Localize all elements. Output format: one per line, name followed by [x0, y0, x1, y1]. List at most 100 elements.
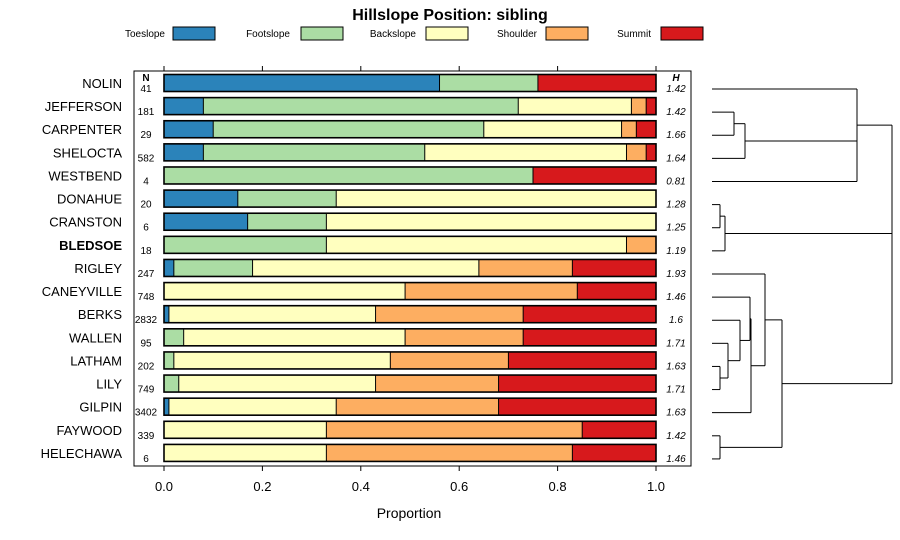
- row-faywood: FAYWOOD 339 1.42: [57, 420, 686, 442]
- soil-label: BERKS: [78, 307, 122, 322]
- n-value: 748: [138, 292, 155, 303]
- n-value: 20: [140, 200, 152, 211]
- n-value: 3402: [135, 408, 158, 419]
- soil-label: BLEDSOE: [59, 238, 122, 253]
- soil-label: NOLIN: [82, 76, 122, 91]
- row-gilpin: GILPIN 3402 1.63: [79, 397, 686, 419]
- x-tick-label: 0.8: [549, 479, 567, 494]
- bar-outline: [163, 304, 657, 324]
- n-value: 339: [138, 431, 155, 442]
- dendrogram: [712, 88, 893, 460]
- legend-label-toeslope: Toeslope: [125, 29, 165, 40]
- soil-label: RIGLEY: [74, 261, 122, 276]
- bar-segment-backslope: [424, 143, 627, 161]
- h-value: 1.19: [666, 246, 686, 257]
- bar-outline: [163, 235, 657, 255]
- bar-outline: [163, 374, 657, 393]
- soil-label: JEFFERSON: [45, 99, 122, 114]
- n-value: 202: [138, 361, 155, 372]
- h-value: 0.81: [666, 176, 685, 187]
- bar-segment-footslope: [213, 120, 484, 138]
- bar-segment-footslope: [203, 143, 425, 161]
- bar-segment-toeslope: [164, 213, 248, 231]
- bar-segment-toeslope: [164, 190, 238, 208]
- bar-outline: [163, 212, 657, 232]
- n-value: 749: [138, 385, 155, 396]
- bar-segment-backslope: [173, 351, 391, 369]
- bar-outline: [163, 281, 657, 301]
- legend-swatch-toeslope: [172, 26, 216, 41]
- bar-segment-backslope: [252, 259, 479, 277]
- n-value: 95: [140, 338, 152, 349]
- bar-segment-shoulder: [390, 351, 509, 369]
- x-tick-label: 1.0: [647, 479, 665, 494]
- bar-segment-summit: [498, 398, 656, 416]
- bar-segment-shoulder: [375, 305, 524, 323]
- h-value: 1.42: [666, 84, 686, 95]
- bar-segment-summit: [577, 282, 656, 300]
- h-value: 1.46: [666, 292, 686, 303]
- h-value: 1.63: [666, 361, 686, 372]
- soil-label: LILY: [96, 377, 122, 392]
- bar-segment-backslope: [518, 97, 632, 115]
- soil-label: CRANSTON: [49, 215, 122, 230]
- bar-segment-backslope: [183, 328, 406, 346]
- bar-segment-summit: [646, 143, 656, 161]
- bar-segment-summit: [523, 305, 656, 323]
- bar-segment-summit: [508, 351, 656, 369]
- h-value: 1.63: [666, 408, 686, 419]
- bar-segment-footslope: [203, 97, 519, 115]
- bar-segment-toeslope: [164, 74, 440, 92]
- h-value: 1.6: [669, 315, 683, 326]
- bar-segment-summit: [537, 74, 656, 92]
- row-donahue: DONAHUE 20 1.28: [57, 189, 686, 211]
- bar-segment-shoulder: [375, 375, 499, 393]
- n-value: 29: [140, 130, 152, 141]
- bar-segment-footslope: [164, 328, 184, 346]
- bar-outline: [163, 96, 657, 116]
- bar-segment-footslope: [164, 236, 327, 254]
- row-carpenter: CARPENTER 29 1.66: [42, 119, 686, 141]
- x-axis-label: Proportion: [377, 505, 442, 521]
- bar-segment-footslope: [164, 375, 179, 393]
- bar-segment-shoulder: [626, 143, 647, 161]
- bar-segment-backslope: [168, 398, 337, 416]
- bar-segment-summit: [636, 120, 656, 138]
- x-tick-label: 0.2: [253, 479, 271, 494]
- n-value: 247: [138, 269, 155, 280]
- bar-outline: [163, 443, 657, 463]
- bar-segment-shoulder: [326, 421, 583, 439]
- bar-segment-shoulder: [405, 328, 524, 346]
- plot-panel: [133, 70, 692, 467]
- bar-segment-backslope: [164, 282, 406, 300]
- bar-segment-footslope: [164, 351, 174, 369]
- bar-segment-footslope: [247, 213, 327, 231]
- h-value: 1.71: [666, 385, 685, 396]
- bar-segment-backslope: [326, 213, 656, 231]
- row-nolin: NOLIN 41 1.42: [82, 73, 686, 95]
- x-axis: 0.0 0.2 0.4 0.6 0.8 1.0: [155, 66, 665, 494]
- n-value: 6: [143, 454, 149, 465]
- bar-segment-summit: [572, 444, 656, 462]
- n-value: 18: [140, 246, 152, 257]
- bar-outline: [163, 166, 657, 185]
- h-value: 1.42: [666, 107, 686, 118]
- row-lily: LILY 749 1.71: [96, 374, 686, 396]
- soil-label: WALLEN: [69, 330, 122, 345]
- h-value: 1.28: [666, 200, 686, 211]
- n-value: 181: [138, 107, 155, 118]
- soil-label: SHELOCTA: [53, 145, 122, 160]
- bar-segment-shoulder: [621, 120, 637, 138]
- bar-segment-shoulder: [405, 282, 578, 300]
- row-jefferson: JEFFERSON 181 1.42: [45, 96, 686, 118]
- h-value: 1.93: [666, 269, 686, 280]
- chart-title: Hillslope Position: sibling: [352, 7, 548, 24]
- h-value: 1.66: [666, 130, 686, 141]
- bar-segment-footslope: [439, 74, 538, 92]
- soil-label: CANEYVILLE: [42, 284, 123, 299]
- soil-label: FAYWOOD: [57, 423, 122, 438]
- row-caneyville: CANEYVILLE 748 1.46: [42, 281, 686, 303]
- row-wallen: WALLEN 95 1.71: [69, 328, 686, 349]
- row-westbend: WESTBEND 4 0.81: [48, 166, 686, 187]
- bar-segment-summit: [582, 421, 656, 439]
